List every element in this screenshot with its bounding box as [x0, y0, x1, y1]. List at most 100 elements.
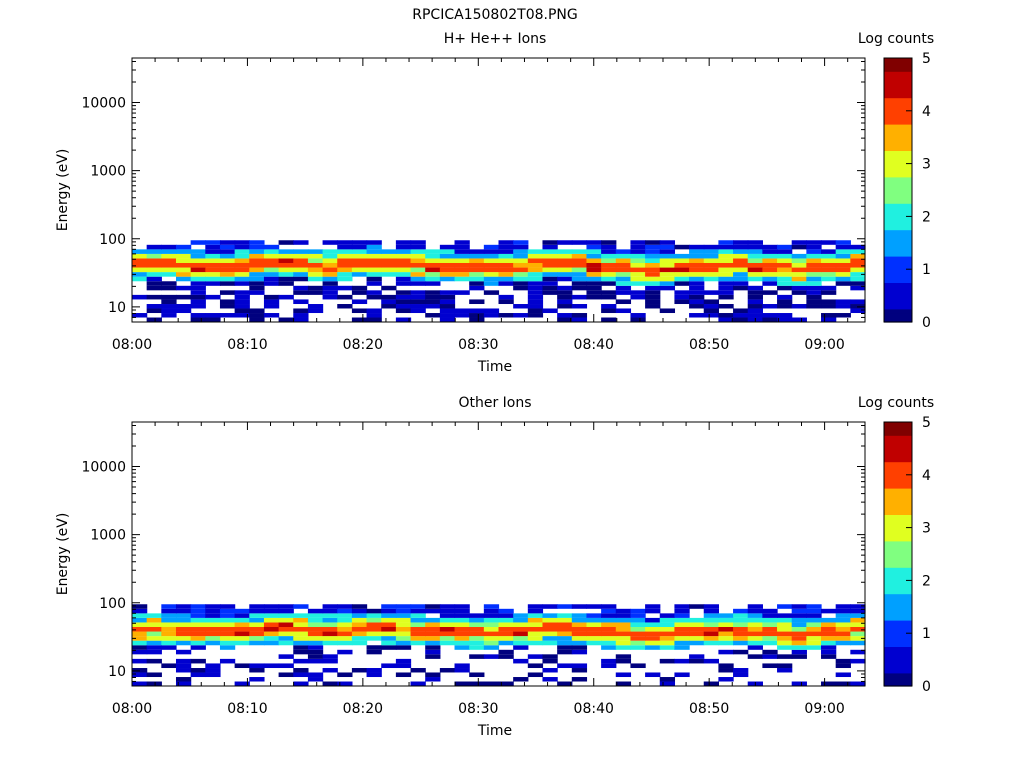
colorbar-segment — [884, 589, 912, 595]
spectrogram-cell — [439, 272, 456, 277]
spectrogram-cell — [791, 281, 807, 286]
spectrogram-cell — [395, 258, 412, 263]
spectrogram-cell — [601, 253, 617, 259]
colorbar-segment — [884, 163, 912, 169]
spectrogram-cell — [205, 604, 221, 609]
spectrogram-cell — [806, 281, 822, 286]
colorbar-segment — [884, 58, 912, 63]
spectrogram-cell — [542, 285, 558, 291]
spectrogram-cell — [806, 258, 822, 263]
spectrogram-cell — [219, 604, 236, 609]
colorbar-segment — [884, 536, 912, 542]
spectrogram-cell — [175, 253, 192, 259]
spectrogram-cell — [615, 249, 632, 254]
spectrogram-cell — [747, 258, 763, 263]
spectrogram-cell — [278, 272, 294, 277]
spectrogram-cell — [351, 263, 368, 268]
spectrogram-cell — [366, 290, 382, 295]
spectrogram-cell — [351, 258, 368, 263]
spectrogram-cell — [571, 617, 588, 623]
spectrogram-cell — [439, 608, 456, 614]
spectrogram-cell — [674, 290, 690, 295]
y-tick-label: 10 — [108, 300, 126, 316]
spectrogram-cell — [498, 681, 514, 686]
spectrogram-cell — [278, 627, 294, 632]
colorbar-segment — [884, 602, 912, 608]
spectrogram-cell — [190, 617, 206, 623]
spectrogram-cell — [762, 258, 778, 263]
spectrogram-cell — [161, 253, 177, 259]
spectrogram-cell — [777, 617, 793, 623]
spectrogram-cell — [381, 622, 397, 627]
spectrogram-cell — [410, 636, 426, 641]
spectrogram-cell — [821, 290, 837, 295]
spectrogram-cell — [733, 627, 749, 632]
spectrogram-cell — [645, 617, 661, 623]
spectrogram-cell — [747, 631, 763, 637]
spectrogram-cell — [425, 672, 441, 678]
spectrogram-cell — [542, 631, 558, 637]
spectrogram-cell — [483, 654, 500, 659]
colorbar-segment — [884, 300, 912, 305]
spectrogram-cell — [249, 640, 265, 646]
spectrogram-cell — [630, 290, 646, 295]
spectrogram-cell — [557, 299, 573, 305]
spectrogram-cell — [557, 622, 573, 627]
spectrogram-cell — [322, 631, 338, 637]
spectrogram-cell — [586, 640, 602, 646]
spectrogram-cell — [351, 636, 368, 641]
spectrogram-cell — [410, 617, 426, 623]
colorbar-segment — [884, 659, 912, 665]
x-tick-label: 08:40 — [574, 701, 614, 717]
y-tick-label: 10000 — [81, 96, 126, 112]
spectrogram-cell — [645, 240, 661, 245]
spectrogram-cell — [454, 263, 470, 268]
spectrogram-cell — [542, 308, 558, 314]
spectrogram-cell — [850, 276, 866, 282]
spectrogram-cell — [527, 313, 544, 318]
spectrogram-cell — [395, 645, 412, 650]
spectrogram-cell — [835, 244, 851, 250]
spectrogram-cell — [263, 604, 280, 609]
spectrogram-cell — [791, 640, 807, 646]
spectrogram-cell — [234, 272, 250, 277]
colorbar-segment — [884, 492, 912, 498]
spectrogram-cell — [513, 677, 529, 682]
spectrogram-cell — [498, 313, 514, 318]
spectrogram-cell — [410, 244, 426, 250]
spectrogram-cell — [806, 636, 822, 641]
spectrogram-cell — [146, 317, 162, 322]
spectrogram-cell — [410, 253, 426, 259]
spectrogram-cell — [689, 276, 705, 282]
spectrogram-cell — [146, 267, 162, 273]
spectrogram-cell — [542, 640, 558, 646]
spectrogram-cell — [791, 649, 807, 655]
spectrogram-cell — [161, 631, 177, 637]
spectrogram-cell — [293, 267, 309, 273]
spectrogram-cell — [615, 636, 632, 641]
spectrogram-cell — [351, 249, 368, 254]
spectrogram-cell — [307, 608, 324, 614]
spectrogram-cell — [615, 272, 632, 277]
spectrogram-cell — [205, 313, 221, 318]
spectrogram-cell — [718, 258, 734, 263]
spectrogram-cell — [659, 677, 676, 682]
spectrogram-cell — [249, 272, 265, 277]
spectrogram-cell — [483, 281, 500, 286]
spectrogram-cell — [718, 294, 734, 300]
spectrogram-cell — [175, 249, 192, 254]
spectrogram-cell — [777, 267, 793, 273]
colorbar-segment — [884, 633, 912, 639]
spectrogram-cell — [513, 658, 529, 664]
spectrogram-cell — [381, 640, 397, 646]
colorbar-segment — [884, 593, 912, 599]
spectrogram-cell — [527, 281, 544, 286]
spectrogram-cell — [278, 276, 294, 282]
spectrogram-cell — [498, 249, 514, 254]
spectrogram-cell — [234, 281, 250, 286]
spectrogram-cell — [219, 258, 236, 263]
spectrogram-cell — [571, 253, 588, 259]
spectrogram-cell — [234, 304, 250, 309]
spectrogram-cell — [645, 304, 661, 309]
spectrogram-cell — [850, 681, 866, 686]
